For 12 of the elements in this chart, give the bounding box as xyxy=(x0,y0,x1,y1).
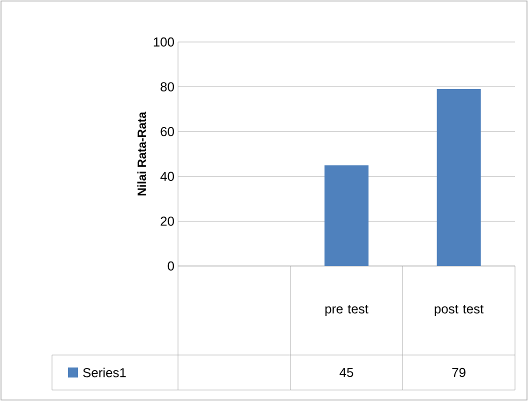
data-label: 79 xyxy=(452,368,466,378)
y-axis-title: Nilai Rata-Rata xyxy=(137,112,146,196)
y-tick-label: 40 xyxy=(160,172,174,181)
y-tick-label: 60 xyxy=(160,127,174,136)
y-tick-label: 80 xyxy=(160,82,174,92)
y-tick-label: 20 xyxy=(160,216,174,226)
data-label: 45 xyxy=(340,368,354,378)
y-tick-label: 0 xyxy=(168,261,174,271)
x-tick-label: post test xyxy=(434,304,484,316)
x-tick-label: pre test xyxy=(325,304,368,316)
y-tick-label: 100 xyxy=(154,37,174,47)
legend-label: Series1 xyxy=(83,368,126,378)
